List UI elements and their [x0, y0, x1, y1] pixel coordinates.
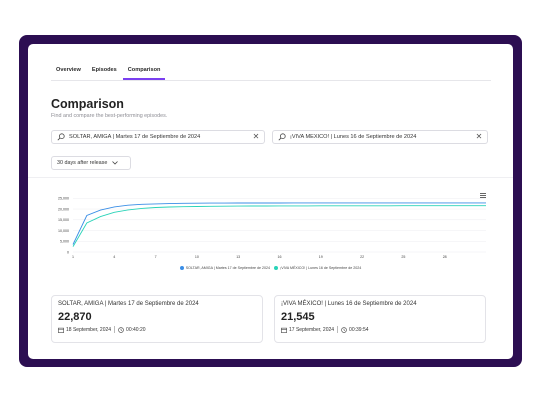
tab-overview[interactable]: Overview: [56, 67, 81, 73]
y-tick-label: 5,000: [60, 240, 69, 244]
period-select-value: 30 days after release: [57, 160, 108, 166]
card-value: 21,545: [281, 311, 315, 323]
calendar-icon: [281, 327, 287, 333]
meta-separator: [114, 326, 116, 333]
device-frame: Overview Episodes Comparison Comparison …: [19, 35, 522, 367]
clock-icon: [118, 326, 124, 333]
search-icon: [278, 133, 286, 141]
x-tick-label: 22: [360, 255, 364, 259]
card-duration: 00:39:54: [349, 326, 369, 333]
chart-menu-icon[interactable]: [480, 193, 486, 198]
app-screen: Overview Episodes Comparison Comparison …: [28, 44, 513, 359]
card-date: 18 September, 2024: [66, 326, 112, 333]
series-line-1: [72, 202, 486, 245]
calendar-icon: [58, 327, 64, 333]
y-tick-label: 25,000: [58, 197, 69, 201]
legend-item-1[interactable]: SOLTAR, AMIGA | Martes 17 de Septiembre …: [179, 266, 271, 270]
legend-item-2[interactable]: ¡VIVA MÉXICO! | Lunes 16 de Septiembre d…: [274, 266, 361, 270]
page-subtitle: Find and compare the best-performing epi…: [51, 113, 168, 119]
card-meta: 18 September, 2024 00:40:20: [58, 326, 256, 333]
x-tick-label: 28: [443, 255, 447, 259]
meta-separator: [337, 326, 339, 333]
card-date: 17 September, 2024: [289, 326, 335, 333]
clear-icon[interactable]: ✕: [252, 132, 260, 141]
y-tick-label: 20,000: [58, 207, 69, 211]
x-tick-label: 16: [278, 255, 282, 259]
series-line-2: [72, 205, 486, 247]
search-icon: [57, 133, 65, 141]
legend-swatch: [274, 266, 279, 270]
episode-search-right[interactable]: ¡VIVA MÉXICO! | Lunes 16 de Septiembre d…: [272, 130, 488, 144]
search-right-value: ¡VIVA MÉXICO! | Lunes 16 de Septiembre d…: [290, 134, 417, 140]
card-episode-name: SOLTAR, AMIGA | Martes 17 de Septiembre …: [58, 301, 199, 307]
legend-label: SOLTAR, AMIGA | Martes 17 de Septiembre …: [185, 266, 271, 270]
page-title: Comparison: [51, 97, 124, 111]
section-divider: [28, 177, 513, 178]
card-episode-name: ¡VIVA MÉXICO! | Lunes 16 de Septiembre d…: [281, 301, 417, 307]
x-tick-label: 25: [401, 255, 405, 259]
line-chart: 25,000 20,000 15,000 10,000 5,000 01 4 7 10 13 16 1…: [58, 197, 486, 259]
y-tick-label: 15,000: [58, 218, 69, 222]
episode-search-left[interactable]: SOLTAR, AMIGA | Martes 17 de Septiembre …: [51, 130, 265, 144]
legend-label: ¡VIVA MÉXICO! | Lunes 16 de Septiembre d…: [280, 266, 362, 270]
x-tick-label: 1: [72, 255, 74, 259]
episode-card-right[interactable]: ¡VIVA MÉXICO! | Lunes 16 de Septiembre d…: [274, 295, 486, 343]
x-tick-label: 10: [195, 255, 199, 259]
tab-bar: Overview Episodes Comparison: [51, 62, 491, 81]
clock-icon: [341, 326, 347, 333]
card-duration: 00:40:20: [126, 326, 146, 333]
clear-icon[interactable]: ✕: [475, 132, 483, 141]
x-tick-label: 7: [155, 255, 157, 259]
card-meta: 17 September, 2024 00:39:54: [281, 326, 479, 333]
y-tick-label: 0: [67, 250, 69, 254]
chart-legend: SOLTAR, AMIGA | Martes 17 de Septiembre …: [28, 266, 513, 270]
x-tick-label: 13: [236, 255, 240, 259]
search-left-value: SOLTAR, AMIGA | Martes 17 de Septiembre …: [69, 134, 201, 140]
x-tick-label: 4: [113, 255, 115, 259]
legend-swatch: [179, 266, 184, 270]
episode-card-left[interactable]: SOLTAR, AMIGA | Martes 17 de Septiembre …: [51, 295, 263, 343]
card-value: 22,870: [58, 311, 92, 323]
tab-comparison[interactable]: Comparison: [122, 62, 166, 80]
y-tick-label: 10,000: [58, 229, 69, 233]
tab-episodes[interactable]: Episodes: [91, 67, 117, 73]
period-select[interactable]: 30 days after release: [51, 156, 131, 170]
chevron-down-icon: [112, 161, 119, 165]
x-tick-label: 19: [319, 255, 323, 259]
